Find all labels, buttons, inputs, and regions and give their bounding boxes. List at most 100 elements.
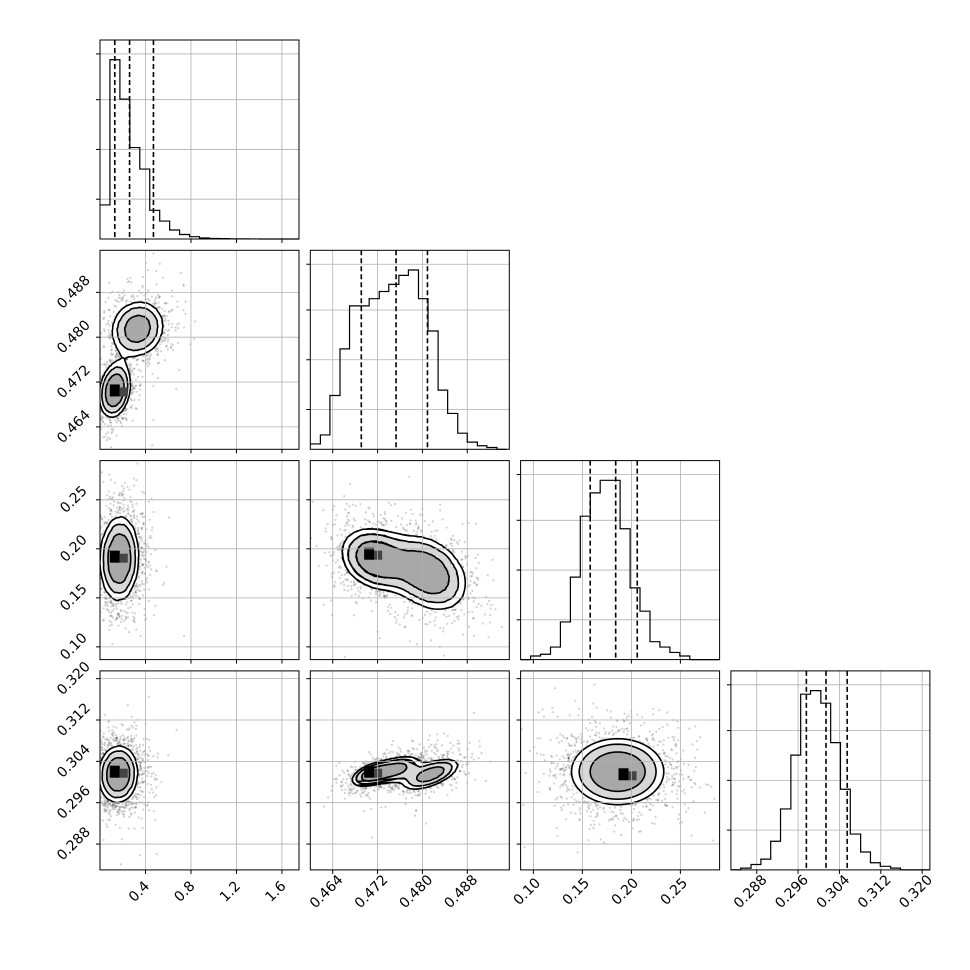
scatter-point-1-0 <box>136 358 139 361</box>
pair-3-0-plotarea <box>90 695 178 866</box>
scatter-point-2-0 <box>127 631 131 634</box>
scatter-point-1-0 <box>167 319 170 322</box>
scatter-point-2-0 <box>127 607 130 610</box>
scatter-point-2-1 <box>467 611 470 614</box>
scatter-point-1-0 <box>100 416 103 420</box>
scatter-point-3-0 <box>96 762 98 764</box>
scatter-point-3-0 <box>100 793 103 796</box>
scatter-point-3-0 <box>133 827 136 830</box>
scatter-point-1-0 <box>122 450 124 452</box>
scatter-point-1-0 <box>146 359 149 362</box>
ytick-label-2-3: 0.25 <box>57 483 90 516</box>
scatter-point-1-0 <box>156 348 159 351</box>
scatter-point-1-0 <box>148 355 151 358</box>
scatter-point-1-0 <box>155 346 158 349</box>
scatter-point-3-0 <box>147 755 150 758</box>
scatter-point-2-0 <box>97 577 99 579</box>
scatter-point-1-0 <box>94 417 96 419</box>
scatter-point-2-0 <box>103 523 106 526</box>
scatter-point-2-1 <box>343 655 346 658</box>
scatter-point-2-0 <box>162 583 165 587</box>
scatter-point-2-1 <box>363 518 367 521</box>
scatter-point-2-1 <box>395 621 398 624</box>
scatter-point-1-0 <box>97 404 99 406</box>
scatter-point-1-0 <box>174 329 177 332</box>
scatter-point-3-0 <box>92 770 94 772</box>
scatter-point-1-0 <box>84 399 86 401</box>
scatter-point-2-1 <box>453 551 456 554</box>
scatter-point-2-1 <box>334 581 337 584</box>
scatter-point-3-0 <box>127 728 130 731</box>
scatter-point-2-1 <box>476 553 479 556</box>
scatter-point-2-0 <box>147 560 150 563</box>
scatter-point-2-0 <box>90 521 92 523</box>
scatter-point-1-0 <box>120 299 123 302</box>
scatter-point-2-0 <box>131 594 134 598</box>
scatter-point-2-1 <box>346 579 349 582</box>
scatter-point-2-0 <box>96 543 98 545</box>
scatter-point-1-0 <box>135 407 138 411</box>
scatter-point-3-0 <box>154 778 157 781</box>
scatter-point-2-0 <box>146 565 150 569</box>
scatter-point-1-0 <box>138 289 141 292</box>
scatter-point-1-0 <box>98 338 100 340</box>
scatter-point-2-1 <box>323 551 326 554</box>
scatter-point-1-0 <box>130 378 133 381</box>
scatter-point-2-0 <box>109 478 112 481</box>
ytick-label-2-0: 0.10 <box>57 630 90 663</box>
scatter-point-2-0 <box>131 503 134 506</box>
scatter-point-3-0 <box>90 763 92 765</box>
scatter-point-1-0 <box>155 269 158 273</box>
ytick-label-1-2: 0.480 <box>54 317 94 357</box>
scatter-point-2-0 <box>134 526 137 530</box>
scatter-point-2-1 <box>285 601 287 603</box>
scatter-point-2-0 <box>150 529 153 532</box>
scatter-point-2-1 <box>461 565 465 569</box>
scatter-point-2-1 <box>338 564 341 568</box>
scatter-point-2-0 <box>112 504 115 507</box>
scatter-point-1-0 <box>95 319 97 321</box>
scatter-point-3-0 <box>112 732 115 735</box>
scatter-point-1-0 <box>176 327 180 330</box>
scatter-point-3-0 <box>122 743 125 746</box>
scatter-point-2-1 <box>395 618 398 621</box>
scatter-point-3-0 <box>116 810 119 813</box>
scatter-point-1-0 <box>132 387 135 390</box>
scatter-point-2-0 <box>150 536 153 540</box>
scatter-point-2-1 <box>370 599 373 602</box>
scatter-point-2-1 <box>439 626 442 630</box>
scatter-point-1-0 <box>110 428 113 431</box>
scatter-point-1-0 <box>108 308 111 311</box>
scatter-point-2-1 <box>490 603 493 607</box>
scatter-point-2-0 <box>93 595 95 597</box>
scatter-point-2-1 <box>436 529 439 532</box>
scatter-point-2-0 <box>140 528 143 531</box>
scatter-point-2-0 <box>112 491 116 495</box>
scatter-point-3-0 <box>101 803 104 806</box>
scatter-point-2-0 <box>110 621 113 624</box>
scatter-point-2-0 <box>124 615 127 618</box>
scatter-point-1-0 <box>119 296 122 300</box>
scatter-point-2-0 <box>138 562 141 565</box>
scatter-point-2-0 <box>114 514 117 518</box>
scatter-point-1-0 <box>128 368 132 371</box>
scatter-point-1-0 <box>156 347 159 351</box>
scatter-point-2-1 <box>368 520 371 524</box>
scatter-point-2-1 <box>457 618 460 621</box>
scatter-point-1-0 <box>156 353 159 356</box>
scatter-point-2-0 <box>92 456 94 458</box>
scatter-point-3-0 <box>100 741 103 744</box>
scatter-point-1-0 <box>124 416 127 420</box>
scatter-point-1-0 <box>98 387 100 389</box>
scatter-point-1-0 <box>126 277 129 281</box>
scatter-point-3-0 <box>108 803 112 806</box>
scatter-point-1-0 <box>159 339 163 342</box>
scatter-point-2-1 <box>439 503 442 506</box>
scatter-point-3-0 <box>93 774 95 776</box>
scatter-point-1-0 <box>137 368 140 371</box>
scatter-point-2-0 <box>133 508 136 511</box>
scatter-point-1-0 <box>132 390 135 393</box>
scatter-point-2-0 <box>141 594 145 597</box>
scatter-point-3-0 <box>141 826 144 829</box>
scatter-point-2-1 <box>344 578 347 581</box>
